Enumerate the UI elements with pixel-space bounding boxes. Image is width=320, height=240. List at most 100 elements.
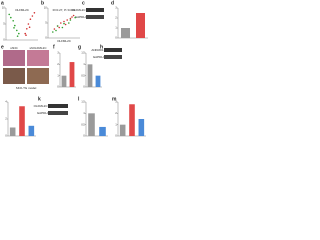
blot-label: GAPDH [93, 55, 104, 59]
y-tick-label: 1.5 [81, 52, 85, 55]
point [66, 19, 68, 21]
annotation: OLFML2C [15, 8, 30, 12]
panel-letter: b [41, 0, 44, 6]
blot-band [48, 104, 68, 108]
y-tick-label: 0 [5, 135, 7, 138]
y-tick-label: 10 [44, 7, 47, 10]
bar [9, 127, 16, 136]
blot-band [104, 48, 122, 52]
y-tick-label: 1.5 [81, 101, 85, 104]
y-tick-label: 2 [115, 17, 117, 20]
panel-letter: e [1, 44, 4, 50]
annotation: R=0.27, P<0.001 [53, 8, 76, 12]
y-tick-label: 2 [5, 118, 7, 121]
panel-letter: k [38, 96, 41, 102]
bar [99, 126, 106, 136]
blot-band [104, 55, 122, 59]
point [64, 23, 67, 26]
blot-band [86, 15, 104, 19]
blot-band [48, 111, 68, 115]
point [55, 29, 57, 32]
y-tick-label: 0 [45, 37, 47, 40]
blots [48, 8, 122, 115]
point [10, 16, 12, 19]
panel-letter: f [53, 44, 55, 50]
point [29, 18, 32, 21]
histology [3, 50, 49, 84]
point [26, 28, 28, 30]
blot-label: GAPDH [37, 111, 48, 115]
blot-label: OLFML2C [72, 8, 87, 12]
bar [95, 75, 101, 87]
y-tick-label: 2 [115, 112, 117, 115]
bar [138, 119, 145, 136]
point [15, 29, 18, 32]
y-tick-label: 3 [57, 52, 59, 55]
point [71, 16, 73, 18]
point [74, 16, 76, 19]
point [12, 20, 14, 22]
blot-label: OLFML2C [34, 104, 49, 108]
point [25, 34, 27, 36]
panel-letter: h [100, 44, 103, 50]
page: a b c d e f g h k l m OLFML2C GAPDH ANKRD1 GAPDH OLFML2… [1, 0, 148, 138]
y-tick-label: 1 [57, 74, 59, 77]
y-tick-label: 4 [5, 101, 7, 104]
bar [19, 106, 25, 136]
point [31, 15, 34, 17]
y-tick-label: 5 [45, 22, 47, 25]
point [53, 28, 56, 30]
point [52, 31, 54, 33]
group-label: shOLFML2C [29, 46, 47, 50]
panel-letter: m [112, 96, 117, 102]
point [56, 25, 59, 27]
y-tick-label: 0 [3, 39, 5, 42]
point [58, 26, 60, 29]
blot-label: ANKRD1 [91, 48, 104, 52]
point [61, 26, 64, 29]
panel-letter: g [78, 44, 81, 50]
point [8, 13, 10, 16]
y-tick-label: 0 [83, 86, 85, 89]
histology-caption: SKO-TG model [16, 86, 37, 90]
point [68, 22, 70, 24]
y-tick-label: 3 [115, 7, 117, 10]
bar [87, 64, 93, 87]
bar [119, 124, 126, 136]
point [60, 22, 62, 24]
point [63, 22, 65, 25]
y-tick-label: 2 [57, 63, 59, 66]
panel-letter: c [82, 0, 85, 6]
point [16, 35, 19, 37]
bar [121, 28, 130, 38]
blot-band [86, 8, 104, 12]
point [69, 17, 72, 20]
point [14, 24, 16, 27]
bar [136, 13, 145, 38]
y-tick-label: 1 [115, 123, 117, 126]
point [27, 23, 30, 25]
bar [129, 104, 135, 136]
x-axis-label: OLFML2C [57, 39, 72, 43]
y-tick-label: 0 [83, 135, 85, 138]
histology-image [27, 50, 49, 66]
y-tick-label: 10 [2, 7, 5, 10]
blot-label: GAPDH [75, 15, 86, 19]
bar [88, 113, 95, 136]
panel-letter: d [111, 0, 114, 6]
bar [28, 125, 35, 136]
y-tick-label: 0.5 [81, 74, 85, 77]
panel-letter: l [78, 96, 80, 102]
group-label: shNC [10, 46, 18, 50]
point [69, 19, 72, 21]
point [33, 12, 36, 14]
y-tick-label: 0 [115, 135, 117, 138]
point [13, 27, 15, 29]
y-tick-label: 1 [83, 112, 85, 115]
point [72, 14, 75, 17]
histology-image [27, 68, 49, 84]
point [28, 26, 31, 29]
y-tick-label: 5 [3, 23, 5, 26]
y-tick-label: 0 [115, 37, 117, 40]
bar [61, 75, 67, 87]
